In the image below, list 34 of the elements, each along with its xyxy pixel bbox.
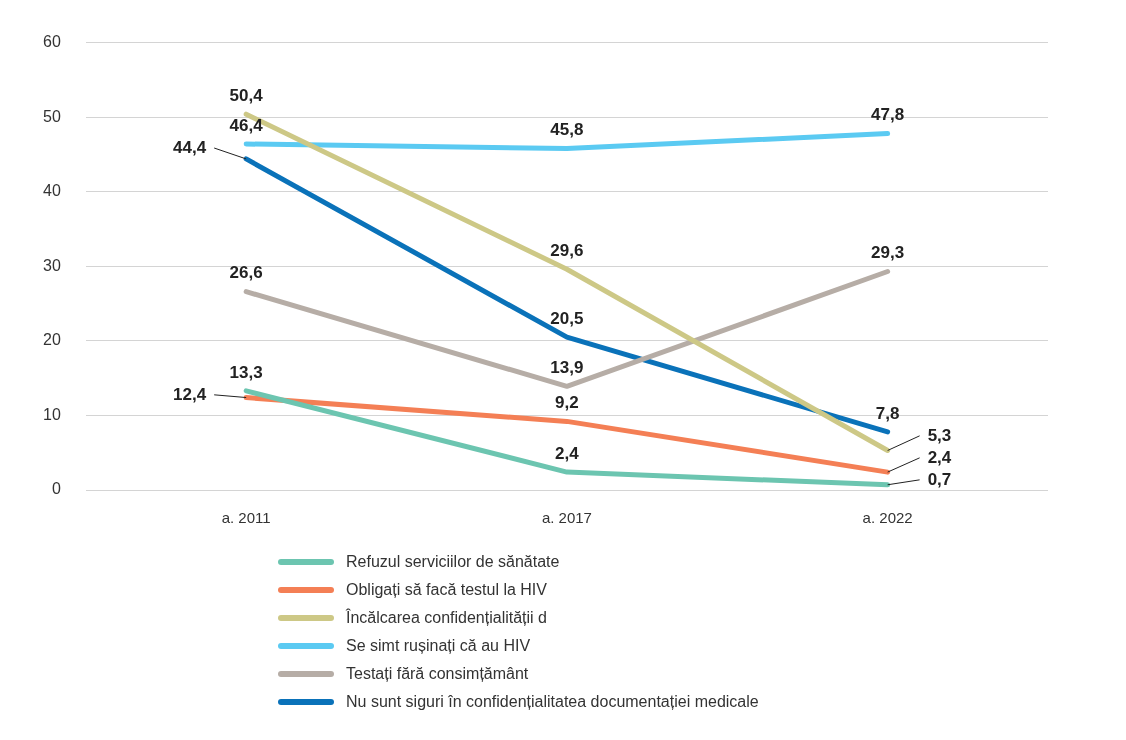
data-label: 13,9 xyxy=(550,358,584,378)
data-label: 9,2 xyxy=(555,393,579,413)
y-tick-label: 0 xyxy=(51,480,61,498)
y-tick-label: 60 xyxy=(43,33,61,51)
data-label: 2,4 xyxy=(555,443,580,463)
data-label: 46,4 xyxy=(229,115,264,135)
data-label: 29,6 xyxy=(550,240,584,260)
data-label: 2,4 xyxy=(927,447,952,467)
legend-label: Nu sunt siguri în confidențialitatea documentației medicale xyxy=(346,693,759,711)
legend-label: Încălcarea confidențialității d xyxy=(346,609,548,627)
data-label: 13,3 xyxy=(229,362,263,382)
data-label: 5,3 xyxy=(927,425,952,445)
data-label: 44,4 xyxy=(173,137,207,157)
y-tick-label: 30 xyxy=(43,256,61,274)
data-label: 45,8 xyxy=(550,120,584,140)
y-tick-label: 20 xyxy=(43,331,61,349)
legend-label: Se simt rușinați că au HIV xyxy=(346,637,531,655)
data-label: 0,7 xyxy=(927,469,952,489)
data-label: 12,4 xyxy=(173,384,207,404)
data-label: 26,6 xyxy=(229,263,263,283)
y-tick-label: 50 xyxy=(43,107,61,125)
legend-label: Obligați să facă testul la HIV xyxy=(346,581,547,599)
y-tick-label: 10 xyxy=(43,405,61,423)
x-tick-label: a. 2017 xyxy=(541,509,592,527)
data-label: 7,8 xyxy=(875,403,900,423)
legend-label: Refuzul serviciilor de sănătate xyxy=(346,553,560,571)
data-label: 50,4 xyxy=(229,85,264,105)
data-label: 29,3 xyxy=(871,243,905,263)
legend-label: Testați fără consimțământ xyxy=(346,665,529,683)
x-tick-label: a. 2011 xyxy=(221,509,271,527)
data-label: 47,8 xyxy=(871,105,905,125)
y-tick-label: 40 xyxy=(43,182,61,200)
data-label: 20,5 xyxy=(550,308,584,328)
x-tick-label: a. 2022 xyxy=(862,509,913,527)
